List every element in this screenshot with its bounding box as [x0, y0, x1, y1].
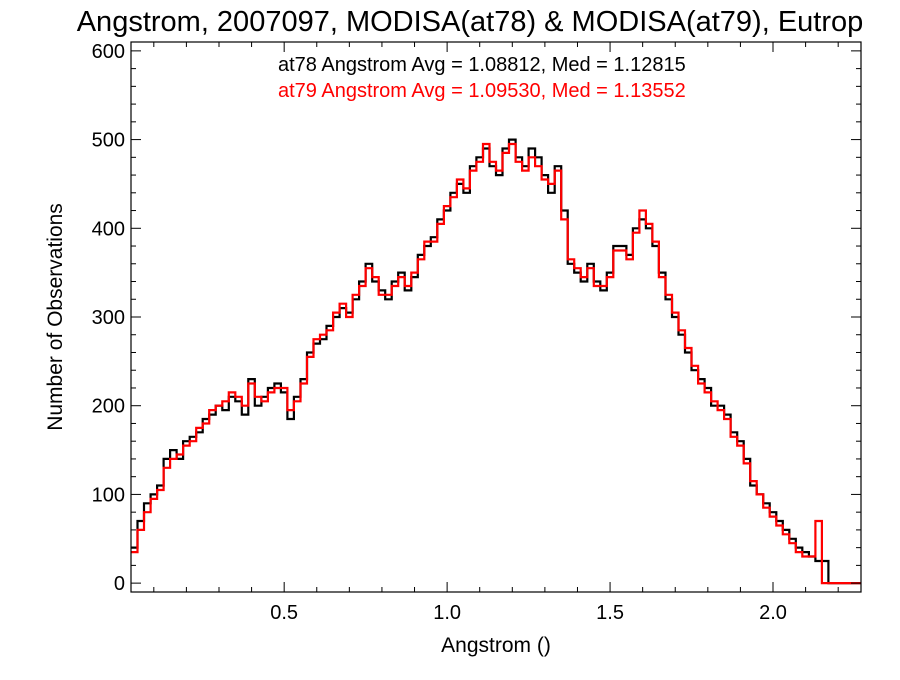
y-tick-label: 200: [92, 396, 125, 418]
x-tick-label: 1.5: [596, 602, 624, 624]
legend-at78-stats: at78 Angstrom Avg = 1.08812, Med = 1.128…: [278, 54, 686, 76]
y-tick-label: 500: [92, 130, 125, 152]
y-tick-label: 600: [92, 41, 125, 63]
series-line-at78: [131, 138, 861, 585]
x-tick-label: 1.0: [433, 602, 461, 624]
series-line-at79: [131, 142, 861, 585]
legend-at79-stats: at79 Angstrom Avg = 1.09530, Med = 1.135…: [278, 80, 686, 102]
y-tick-label: 300: [92, 307, 125, 329]
x-axis-label: Angstrom (): [441, 634, 551, 657]
x-tick-label: 0.5: [270, 602, 298, 624]
y-tick-labels: 0 100 200 300 400 500 600: [92, 41, 125, 595]
y-tick-label: 400: [92, 218, 125, 240]
series-lines: [131, 138, 861, 585]
x-tick-label: 2.0: [759, 602, 787, 624]
y-tick-label: 100: [92, 484, 125, 506]
y-axis-label: Number of Observations: [44, 203, 67, 431]
chart-title: Angstrom, 2007097, MODISA(at78) & MODISA…: [77, 6, 864, 38]
x-tick-labels: 0.5 1.0 1.5 2.0: [270, 602, 787, 624]
y-tick-label: 0: [114, 573, 125, 595]
axis-ticks: [131, 42, 861, 592]
plot-frame: [130, 41, 862, 593]
